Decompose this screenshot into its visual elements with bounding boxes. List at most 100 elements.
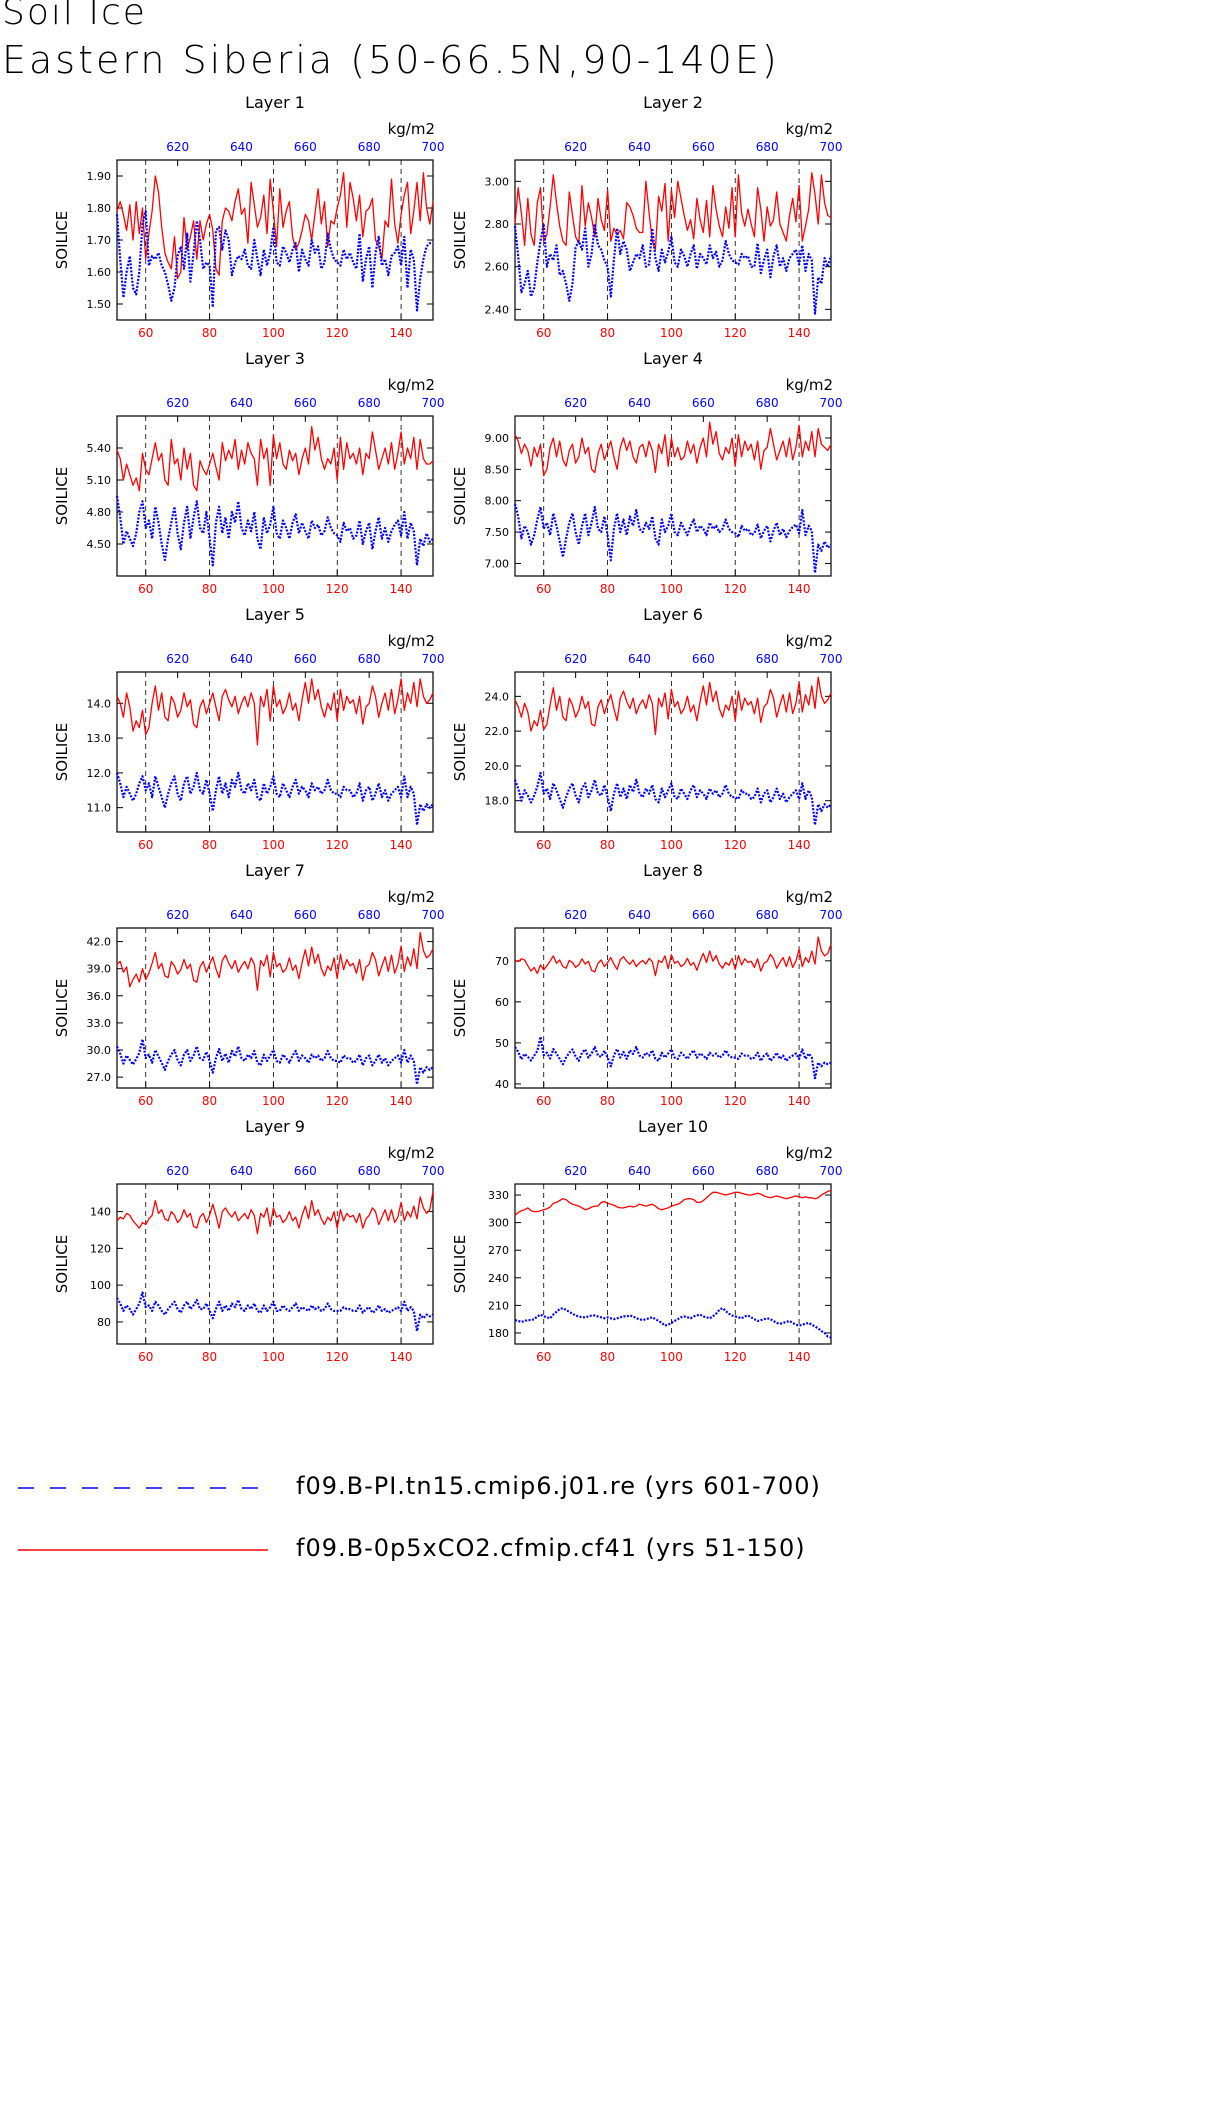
panel-10-xtick-top-label: 660: [692, 1164, 715, 1178]
panel-6-xtick-bottom-label: 120: [724, 838, 747, 852]
panel-6-xtick-bottom-label: 60: [536, 838, 551, 852]
panel-2-xtick-bottom-label: 120: [724, 326, 747, 340]
panel-3-xtick-top-label: 640: [230, 396, 253, 410]
panel-5-xtick-bottom-label: 100: [262, 838, 285, 852]
panel-5-title: Layer 5: [245, 605, 305, 624]
panel-1-top-axis-unit: kg/m2: [388, 120, 435, 138]
panel-4-ytick-label: 8.00: [485, 495, 510, 508]
panel-2-xtick-top-label: 620: [564, 140, 587, 154]
panel-10-series-blue-line: [514, 1306, 832, 1339]
panel-8-series-blue-line: [514, 1035, 832, 1080]
panel-6-ytick-label: 18.0: [485, 795, 510, 808]
panel-3-xtick-top-label: 680: [358, 396, 381, 410]
panel-6-xtick-bottom-label: 100: [660, 838, 683, 852]
panel-6-xtick-top-label: 700: [820, 652, 843, 666]
panel-10-frame: [514, 1183, 832, 1345]
panel-8-ylabel: SOILICE: [451, 979, 469, 1037]
legend-swatches: [18, 1487, 268, 1551]
panel-5-ytick-label: 13.0: [87, 732, 112, 745]
panel-3-ylabel: SOILICE: [53, 467, 71, 525]
panel-6-frame: [514, 671, 832, 833]
panel-9-ytick-label: 80: [97, 1316, 111, 1329]
panel-1-ytick-label: 1.60: [87, 266, 112, 279]
panel-6-title: Layer 6: [643, 605, 703, 624]
panel-7-xtick-bottom-label: 100: [262, 1094, 285, 1108]
panel-7-xtick-bottom-label: 80: [202, 1094, 217, 1108]
panel-1-xtick-top-label: 660: [294, 140, 317, 154]
panel-7-ytick-label: 42.0: [87, 936, 112, 949]
panel-5-frame: [116, 671, 434, 833]
panel-8-xtick-bottom-label: 60: [536, 1094, 551, 1108]
panel-2-frame: [514, 159, 832, 321]
panel-10-xtick-top-label: 680: [756, 1164, 779, 1178]
panel-9-ytick-label: 120: [90, 1242, 111, 1255]
panel-9-xtick-bottom-label: 80: [202, 1350, 217, 1364]
panel-8-xtick-bottom-label: 100: [660, 1094, 683, 1108]
panel-1-series-red-line: [116, 172, 434, 280]
panel-4-frame: [514, 415, 832, 577]
panel-5-xtick-top-label: 660: [294, 652, 317, 666]
panel-7-ytick-label: 33.0: [87, 1017, 112, 1030]
panel-4-ytick-label: 7.50: [485, 526, 510, 539]
panel-7-xtick-top-label: 640: [230, 908, 253, 922]
panel-2-xtick-bottom-label: 80: [600, 326, 615, 340]
panel-7-xtick-top-label: 700: [422, 908, 445, 922]
chart-title-line1: Soil Ice: [2, 0, 147, 33]
panel-1-ytick-label: 1.80: [87, 202, 112, 215]
panel-10-xtick-bottom-label: 120: [724, 1350, 747, 1364]
panel-1-xtick-bottom-label: 120: [326, 326, 349, 340]
panel-5-series-red-line: [116, 678, 434, 746]
panel-9-xtick-top-label: 680: [358, 1164, 381, 1178]
panel-8-ytick-label: 70: [495, 955, 509, 968]
legend-label-series-a: f09.B-PI.tn15.cmip6.j01.re (yrs 601-700): [296, 1472, 821, 1500]
legend-label-series-b: f09.B-0p5xCO2.cfmip.cf41 (yrs 51-150): [296, 1534, 806, 1562]
panel-5-xtick-top-label: 680: [358, 652, 381, 666]
panel-2-xtick-top-label: 640: [628, 140, 651, 154]
panel-1-ytick-label: 1.70: [87, 234, 112, 247]
panel-4-series-red-line: [514, 421, 832, 477]
panel-3-ytick-label: 5.10: [87, 474, 112, 487]
panel-6-ytick-label: 20.0: [485, 760, 510, 773]
panel-9-series-blue-line: [116, 1291, 434, 1333]
panel-7-ytick-label: 30.0: [87, 1044, 112, 1057]
panel-5-ytick-label: 12.0: [87, 767, 112, 780]
panel-7-ylabel: SOILICE: [53, 979, 71, 1037]
panel-8-ytick-label: 40: [495, 1078, 509, 1091]
panel-3-series-blue-line: [115, 495, 434, 567]
panel-1-ylabel: SOILICE: [53, 211, 71, 269]
panel-3-title: Layer 3: [245, 349, 305, 368]
panel-6-series-blue-line: [513, 771, 832, 827]
panel-3-ytick-label: 4.50: [87, 538, 112, 551]
panel-6-ylabel: SOILICE: [451, 723, 469, 781]
panel-6-xtick-top-label: 680: [756, 652, 779, 666]
panel-10-ylabel: SOILICE: [451, 1235, 469, 1293]
panel-2-xtick-top-label: 660: [692, 140, 715, 154]
panel-10-xtick-top-label: 620: [564, 1164, 587, 1178]
panel-9-ytick-label: 100: [90, 1279, 111, 1292]
panel-10-top-axis-unit: kg/m2: [786, 1144, 833, 1162]
panel-4-xtick-bottom-label: 60: [536, 582, 551, 596]
panel-9-series-red-line: [116, 1191, 434, 1235]
panel-9-ylabel: SOILICE: [53, 1235, 71, 1293]
chart-title-line2: Eastern Siberia (50-66.5N,90-140E): [2, 38, 780, 82]
panel-4-ytick-label: 9.00: [485, 432, 510, 445]
panel-8-frame: [514, 927, 832, 1089]
panel-2-top-axis-unit: kg/m2: [786, 120, 833, 138]
panel-5-ylabel: SOILICE: [53, 723, 71, 781]
panel-4-xtick-top-label: 660: [692, 396, 715, 410]
panel-7-frame: [116, 927, 434, 1089]
panel-5-series-blue-line: [115, 771, 434, 827]
panel-1-ytick-label: 1.50: [87, 298, 112, 311]
chart-legend: f09.B-PI.tn15.cmip6.j01.re (yrs 601-700)…: [0, 1400, 897, 1568]
panel-2-ytick-label: 2.80: [485, 218, 510, 231]
panel-3-xtick-top-label: 700: [422, 396, 445, 410]
panel-1-xtick-top-label: 620: [166, 140, 189, 154]
panel-9-top-axis-unit: kg/m2: [388, 1144, 435, 1162]
panel-1-xtick-top-label: 640: [230, 140, 253, 154]
panel-10-xtick-bottom-label: 100: [660, 1350, 683, 1364]
panel-1-xtick-top-label: 680: [358, 140, 381, 154]
panel-9-xtick-bottom-label: 60: [138, 1350, 153, 1364]
panel-1-xtick-bottom-label: 100: [262, 326, 285, 340]
panel-5-xtick-top-label: 700: [422, 652, 445, 666]
panel-8-xtick-top-label: 620: [564, 908, 587, 922]
